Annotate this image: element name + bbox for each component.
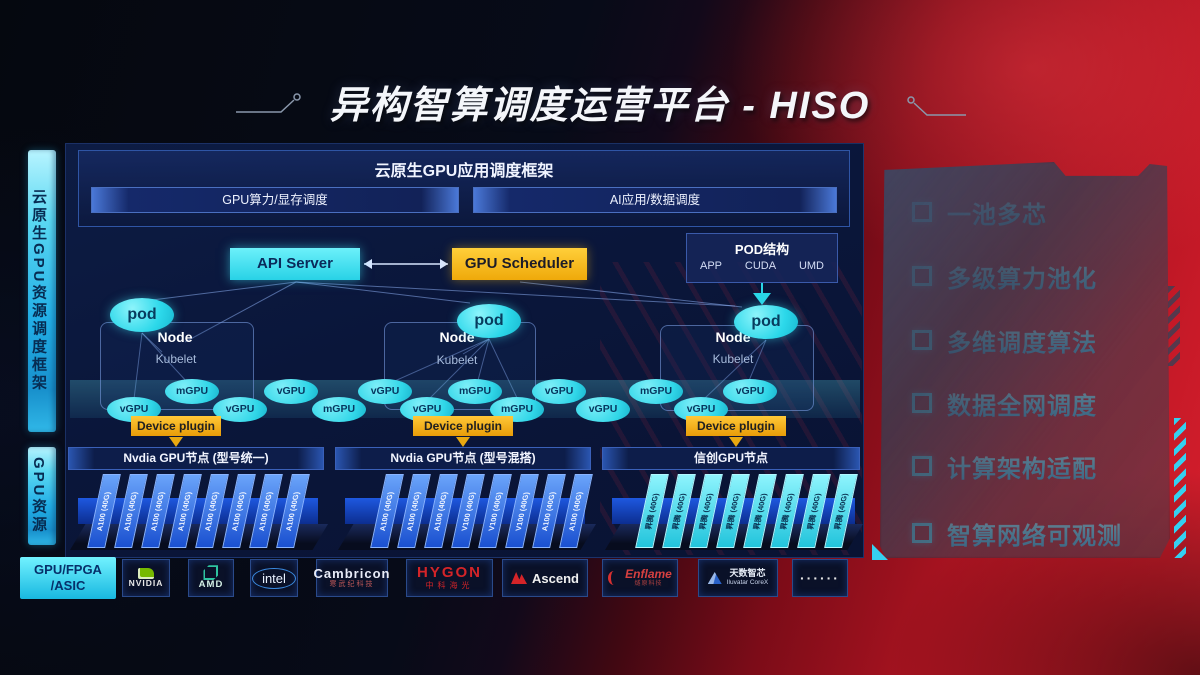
gpu-node-header-mixed: Nvdia GPU节点 (型号混搭): [335, 447, 591, 470]
gpu-ellipse-mgpu: mGPU: [165, 379, 219, 404]
gpu-ellipse-vgpu: vGPU: [213, 397, 267, 422]
gpu-node-header-xinchuang: 信创GPU节点: [602, 447, 860, 470]
gpu-ellipse-vgpu: vGPU: [723, 379, 777, 404]
amd-logo-icon: [203, 565, 219, 581]
kubelet-label-3: Kubelet: [712, 352, 754, 366]
vendor-box-ascend: Ascend: [502, 559, 588, 597]
gpu-scheduler-box: GPU Scheduler: [452, 248, 587, 280]
pod-ellipse-2: pod: [457, 304, 521, 338]
pod-structure-item-app: APP: [700, 260, 723, 272]
pod-ellipse-1: pod: [110, 298, 174, 332]
vendor-label-line2: /ASIC: [50, 578, 86, 593]
gpu-ellipse-mgpu: mGPU: [629, 379, 683, 404]
pod-structure-items: APP CUDA UMD: [687, 260, 837, 272]
framework-box: 云原生GPU应用调度框架 GPU算力/显存调度 AI应用/数据调度: [78, 150, 850, 227]
vendor-box-intel: intel: [250, 559, 298, 597]
gpu-ellipse-vgpu: vGPU: [264, 379, 318, 404]
gpu-ellipse-vgpu: vGPU: [358, 379, 412, 404]
pod-structure-item-umd: UMD: [798, 260, 824, 272]
gpu-ellipse-mgpu: mGPU: [448, 379, 502, 404]
hazard-stripes-cyan: [1174, 418, 1186, 558]
enflame-logo-icon: [608, 571, 620, 585]
framework-bar-gpu-compute: GPU算力/显存调度: [91, 187, 459, 213]
pod-structure-item-cuda: CUDA: [744, 260, 777, 272]
framework-bar-ai-data: AI应用/数据调度: [473, 187, 837, 213]
sidebar-label-cloud-native-gpu: 云原生GPU资源调度框架: [28, 150, 56, 432]
pod-structure-box: POD结构 APP CUDA UMD: [686, 233, 838, 283]
gpu-ellipse-vgpu: vGPU: [576, 397, 630, 422]
page-title: 异构智算调度运营平台 - HISO: [329, 85, 871, 127]
pod-structure-title: POD结构: [734, 242, 790, 257]
vendor-box-iluvatar: 天数智芯 Iluvatar CoreX: [698, 559, 778, 597]
vendor-ellipsis: ······: [800, 570, 840, 586]
gpu-ellipse-vgpu: vGPU: [532, 379, 586, 404]
intel-logo: intel: [252, 567, 296, 589]
kubelet-label-2: Kubelet: [436, 353, 478, 367]
vendor-box-cambricon: Cambricon 寒武纪科技: [314, 559, 389, 597]
ascend-logo-icon: [511, 572, 528, 584]
node-label-1: Node: [157, 329, 193, 345]
device-plugin-1: Device plugin: [131, 416, 221, 436]
gpu-ellipse-mgpu: mGPU: [312, 397, 366, 422]
sidebar-label-gpu-resources: GPU资源: [28, 447, 56, 545]
vendor-row-label: GPU/FPGA /ASIC: [20, 557, 116, 599]
device-plugin-3: Device plugin: [686, 416, 786, 436]
vendor-box-nvidia: NVIDIA: [122, 559, 170, 597]
device-plugin-2: Device plugin: [413, 416, 513, 436]
vendor-box-hygon: HYGON 中科海光: [406, 559, 493, 597]
vendor-box-amd: AMD: [188, 559, 234, 597]
vendor-box-enflame: Enflame 燧原科技: [602, 559, 678, 597]
hazard-stripes-dark: [1168, 286, 1180, 366]
iluvatar-logo-icon: [707, 572, 722, 584]
api-server-box: API Server: [230, 248, 360, 280]
vendor-label-line1: GPU/FPGA: [34, 561, 102, 577]
vendor-box-dots: ······: [792, 559, 848, 597]
framework-title: 云原生GPU应用调度框架: [374, 163, 554, 180]
pod-ellipse-3: pod: [734, 305, 798, 339]
feature-panel: [880, 162, 1170, 558]
kubelet-label-1: Kubelet: [155, 352, 197, 366]
gpu-node-header-uniform: Nvdia GPU节点 (型号统一): [68, 447, 324, 470]
